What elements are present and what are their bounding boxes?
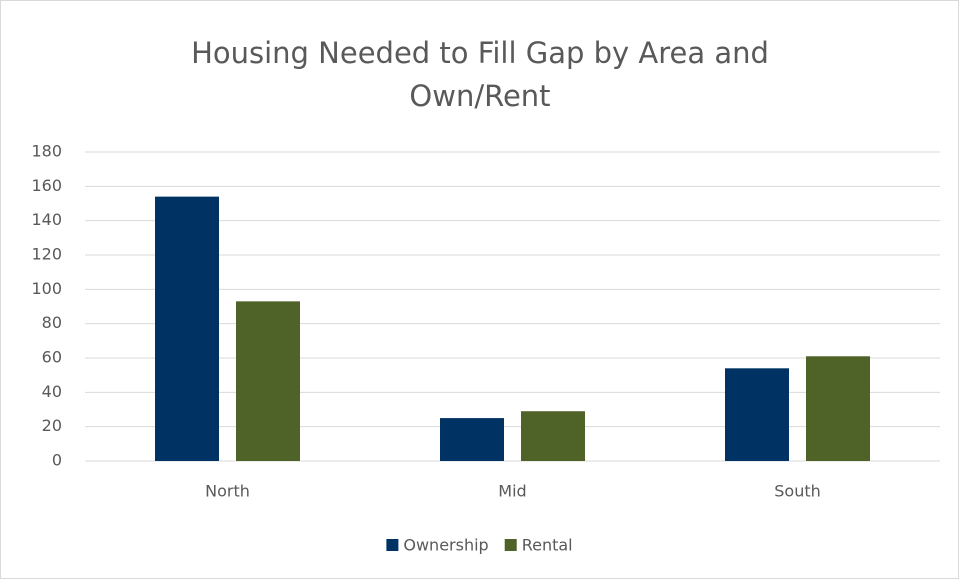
y-tick-label: 80 bbox=[42, 313, 62, 332]
x-tick-label: North bbox=[205, 482, 250, 501]
x-tick-label: South bbox=[774, 482, 821, 501]
bar bbox=[155, 196, 219, 461]
y-tick-label: 0 bbox=[52, 451, 62, 470]
y-tick-label: 120 bbox=[31, 245, 62, 264]
y-tick-label: 100 bbox=[31, 279, 62, 298]
y-tick-label: 20 bbox=[42, 416, 62, 435]
y-tick-label: 40 bbox=[42, 382, 62, 401]
bar bbox=[521, 411, 585, 461]
legend-label: Rental bbox=[522, 536, 573, 555]
x-tick-label: Mid bbox=[498, 482, 526, 501]
legend-label: Ownership bbox=[403, 536, 488, 555]
bar bbox=[440, 418, 504, 461]
y-tick-label: 180 bbox=[31, 142, 62, 161]
legend-swatch bbox=[504, 539, 517, 551]
y-tick-label: 60 bbox=[42, 348, 62, 367]
legend-swatch bbox=[386, 539, 399, 551]
bar bbox=[806, 356, 870, 461]
bar bbox=[725, 368, 789, 461]
chart-title: Housing Needed to Fill Gap by Area and O… bbox=[191, 36, 769, 113]
bar bbox=[236, 301, 300, 461]
y-tick-label: 140 bbox=[31, 210, 62, 229]
y-tick-label: 160 bbox=[31, 176, 62, 195]
